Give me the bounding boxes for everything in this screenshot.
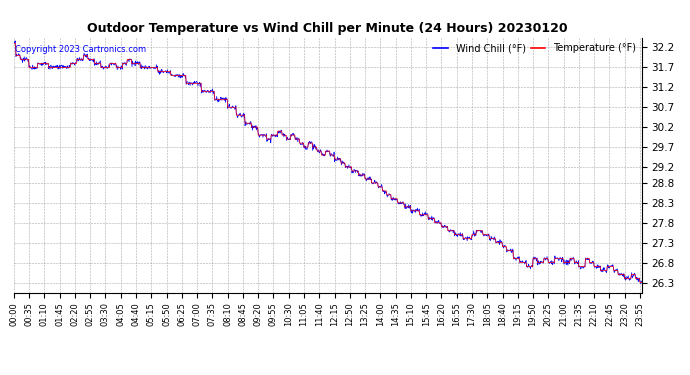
Title: Outdoor Temperature vs Wind Chill per Minute (24 Hours) 20230120: Outdoor Temperature vs Wind Chill per Mi…: [88, 22, 568, 35]
Text: Copyright 2023 Cartronics.com: Copyright 2023 Cartronics.com: [15, 45, 146, 54]
Legend: Wind Chill (°F), Temperature (°F): Wind Chill (°F), Temperature (°F): [429, 39, 640, 57]
